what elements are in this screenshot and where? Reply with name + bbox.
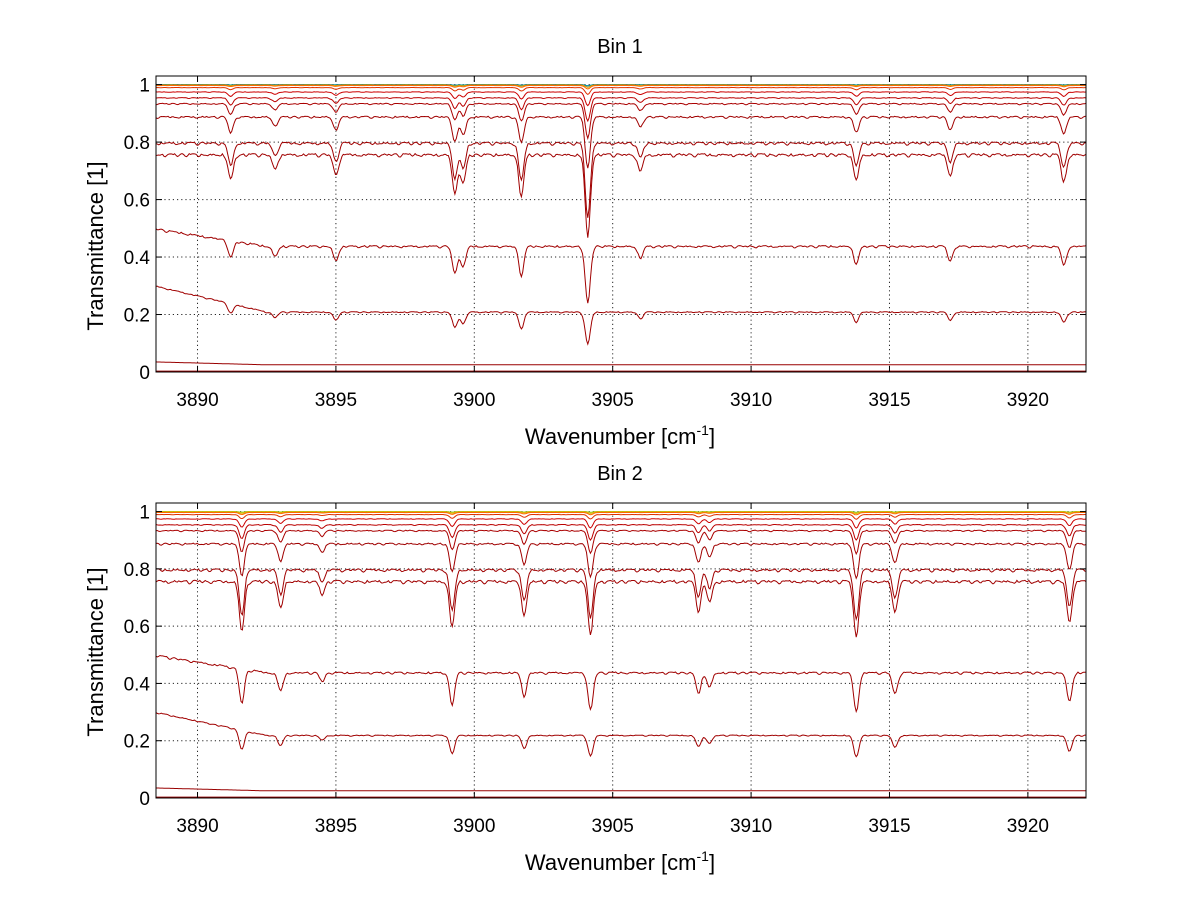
series-line-13 <box>155 712 1086 758</box>
series-line-9 <box>155 115 1087 169</box>
x-tick-label: 3920 <box>1007 816 1049 837</box>
series-line-4 <box>156 512 1086 516</box>
bin-1-y-ticks: 0 0.2 0.4 0.6 0.8 1 <box>124 76 1086 384</box>
y-tick-label: 0 <box>139 789 150 810</box>
y-tick-label: 0 <box>139 363 150 384</box>
y-tick-label: 0.6 <box>124 617 150 638</box>
series-line-10 <box>155 141 1087 218</box>
series-line-13 <box>155 285 1087 346</box>
bin-2-series-group <box>155 511 1087 798</box>
x-tick-label: 3890 <box>176 390 218 411</box>
x-tick-label: 3895 <box>315 816 357 837</box>
y-tick-label: 0.2 <box>124 732 150 753</box>
series-line-5 <box>155 513 1086 520</box>
series-line-5 <box>155 86 1086 96</box>
series-line-14 <box>155 361 1086 366</box>
series-line-7 <box>155 523 1087 542</box>
series-line-12 <box>155 654 1087 714</box>
bin-1-gridlines <box>156 76 1086 373</box>
x-tick-label: 3905 <box>592 816 634 837</box>
bin-1-y-axis-label: Transmittance [1] <box>83 161 108 330</box>
series-line-6 <box>156 518 1087 529</box>
series-line-11 <box>155 152 1087 238</box>
x-tick-label: 3890 <box>176 816 218 837</box>
bin-1-x-ticks: 3890 3895 3900 3905 3910 3915 3920 <box>176 76 1049 411</box>
series-line-8 <box>155 529 1087 556</box>
bin-2-y-ticks: 0 0.2 0.4 0.6 0.8 1 <box>124 503 1086 810</box>
bin-1-axes-box <box>155 75 1087 373</box>
bin-1-x-axis-label: Wavenumber [cm-1] <box>525 422 715 449</box>
series-line-3 <box>156 511 1086 515</box>
y-tick-label: 1 <box>139 76 150 97</box>
bin-2-title: Bin 2 <box>597 463 643 485</box>
x-tick-label: 3895 <box>315 390 357 411</box>
bin-2-x-axis-label-suffix: ] <box>709 850 715 875</box>
bin-2-x-axis-label-main: Wavenumber [cm <box>525 850 697 875</box>
x-tick-label: 3910 <box>730 390 772 411</box>
bin-1-x-axis-label-main: Wavenumber [cm <box>525 424 697 449</box>
bin-1-series-group <box>155 84 1087 372</box>
y-tick-label: 0.8 <box>124 133 150 154</box>
bin-2-x-axis-label: Wavenumber [cm-1] <box>525 848 715 875</box>
series-line-14 <box>156 787 1086 792</box>
series-line-8 <box>155 102 1087 141</box>
bin-2-gridlines <box>156 503 1086 799</box>
bin-1-x-axis-label-sup: -1 <box>697 422 710 438</box>
y-tick-label: 0.2 <box>124 306 150 327</box>
x-tick-label: 3905 <box>592 390 634 411</box>
bin-2-axes-box <box>155 502 1087 799</box>
x-tick-label: 3910 <box>730 816 772 837</box>
series-line-7 <box>155 97 1087 123</box>
x-tick-label: 3900 <box>453 816 495 837</box>
y-tick-label: 1 <box>139 503 150 524</box>
series-line-12 <box>155 228 1087 304</box>
bin-1-title: Bin 1 <box>597 36 643 58</box>
series-line-10 <box>155 568 1087 622</box>
series-line-3 <box>155 84 1086 88</box>
x-tick-label: 3915 <box>868 816 910 837</box>
y-tick-label: 0.6 <box>124 191 150 212</box>
x-tick-label: 3920 <box>1007 390 1049 411</box>
series-line-6 <box>155 91 1087 107</box>
y-tick-label: 0.4 <box>124 674 151 695</box>
x-tick-label: 3915 <box>868 390 910 411</box>
y-tick-label: 0.8 <box>124 560 150 581</box>
bin-1-panel: Bin 1 Transmittance [1] Wavenumber [cm-1… <box>83 36 1087 449</box>
series-line-11 <box>155 579 1087 638</box>
x-tick-label: 3900 <box>453 390 495 411</box>
y-tick-label: 0.4 <box>124 248 151 269</box>
bin-2-x-axis-label-sup: -1 <box>697 848 710 864</box>
bin-2-x-ticks: 3890 3895 3900 3905 3910 3915 3920 <box>176 503 1049 837</box>
bin-2-panel: Bin 2 Transmittance [1] Wavenumber [cm-1… <box>83 463 1087 875</box>
bin-1-x-axis-label-suffix: ] <box>709 424 715 449</box>
series-line-9 <box>155 542 1087 580</box>
bin-2-y-axis-label: Transmittance [1] <box>83 567 108 736</box>
series-line-4 <box>155 84 1086 90</box>
